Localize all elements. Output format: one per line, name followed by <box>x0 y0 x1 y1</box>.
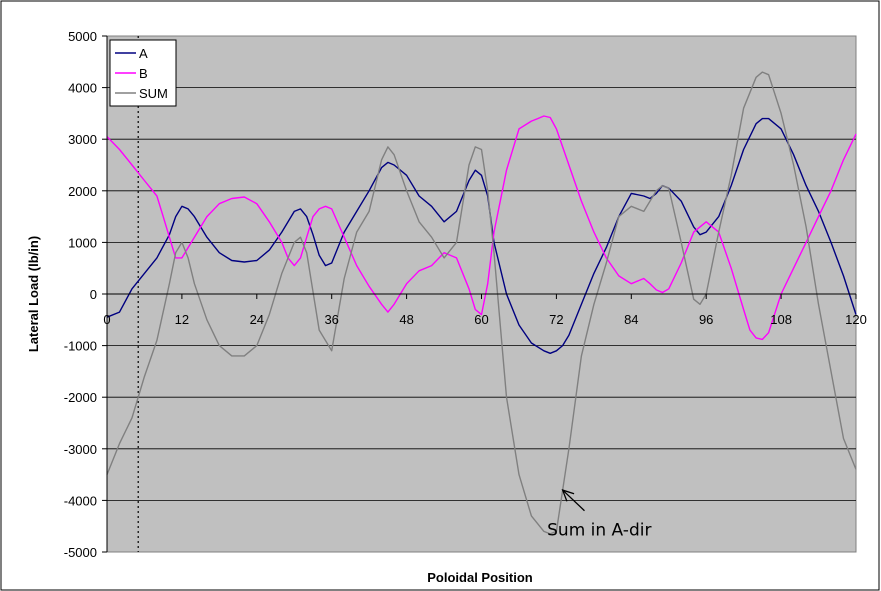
x-tick-label: 60 <box>474 312 488 327</box>
series-line-b <box>106 115 857 341</box>
x-tick-label: 120 <box>845 312 867 327</box>
annotation-arrow <box>562 489 585 512</box>
y-tick-label: -2000 <box>64 390 97 405</box>
y-tick-label: -1000 <box>64 339 97 354</box>
x-tick-label: 24 <box>250 312 264 327</box>
series-line-a <box>106 117 857 354</box>
x-tick-label: 108 <box>770 312 792 327</box>
y-tick-label: 5000 <box>68 29 97 44</box>
x-tick-label: 48 <box>399 312 413 327</box>
axes <box>102 35 857 553</box>
x-tick-label: 72 <box>549 312 563 327</box>
x-tick-label: 84 <box>624 312 638 327</box>
x-tick-labels: 0 12 24 36 48 60 72 84 96 108 120 <box>103 312 866 327</box>
y-tick-label: 0 <box>90 287 97 302</box>
annotation: Sum in A-dir <box>547 489 651 540</box>
y-tick-label: 2000 <box>68 184 97 199</box>
series-layer <box>106 71 857 535</box>
x-tick-label: 0 <box>103 312 110 327</box>
annotation-arrowhead <box>561 489 575 502</box>
x-tick-label: 96 <box>699 312 713 327</box>
annotation-text: Sum in A-dir <box>547 520 651 540</box>
x-tick-label: 36 <box>324 312 338 327</box>
y-tick-labels: -5000 -4000 -3000 -2000 -1000 0 1000 2000 3000 40… <box>64 29 97 560</box>
x-axis-title: Poloidal Position <box>427 570 533 585</box>
y-tick-label: -3000 <box>64 442 97 457</box>
legend-label-a: A <box>139 46 148 61</box>
legend: AB SUM <box>109 39 177 107</box>
y-tick-label: 4000 <box>68 81 97 96</box>
y-tick-label: 3000 <box>68 132 97 147</box>
x-tick-label: 12 <box>175 312 189 327</box>
y-tick-label: -4000 <box>64 493 97 508</box>
y-axis-title: Lateral Load (lb/in) <box>26 236 41 352</box>
y-tick-label: 1000 <box>68 235 97 250</box>
legend-label-sum: SUM <box>139 86 168 101</box>
legend-label-b: B <box>139 66 148 81</box>
y-tick-label: -5000 <box>64 545 97 560</box>
series-line-sum <box>106 71 857 535</box>
